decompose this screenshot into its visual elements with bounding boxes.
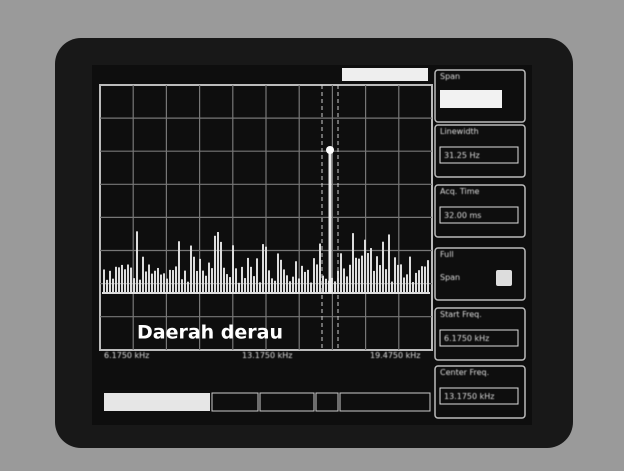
- panel-label: Span: [440, 72, 460, 81]
- panel-value: 32.00 ms: [444, 211, 481, 220]
- panel-frame: [434, 184, 526, 238]
- panel-label: Linewidth: [440, 127, 479, 136]
- axis-label: 19.4750 kHz: [370, 351, 420, 360]
- panel-label: Center Freq.: [440, 368, 489, 377]
- panel-frame: [434, 365, 526, 419]
- softkey: [339, 392, 431, 412]
- marker-dot: [326, 146, 334, 154]
- panel-value: 13.1750 kHz: [444, 392, 494, 401]
- panel-frame: [434, 124, 526, 178]
- softkey: [104, 393, 210, 411]
- softkey: [259, 392, 315, 412]
- panel-value: 6.1750 kHz: [444, 334, 489, 343]
- panel-button: [496, 270, 512, 286]
- grid: [100, 85, 432, 350]
- panel-value: Span: [440, 273, 460, 282]
- softkey: [211, 392, 259, 412]
- panel-label: Acq. Time: [440, 187, 480, 196]
- panel-label: Full: [440, 250, 454, 259]
- panel-value-box: [440, 90, 502, 108]
- panel-value-box: [439, 387, 519, 405]
- panel-value: 31.25 Hz: [444, 151, 480, 160]
- panel-frame: [434, 247, 526, 301]
- annotation: Daerah derau: [137, 322, 283, 344]
- softkey: [315, 392, 339, 412]
- panel-label: Start Freq.: [440, 310, 482, 319]
- axis-label: 13.1750 kHz: [242, 351, 292, 360]
- side-panel: Span Linewidth 31.25 Hz Acq. Time 32.00 ms Fu…: [434, 69, 526, 419]
- panel-frame: [434, 69, 526, 123]
- axis-label: 6.1750 kHz: [104, 351, 149, 360]
- status-box: [342, 68, 428, 81]
- panel-frame: [434, 307, 526, 361]
- panel-value-box: [439, 206, 519, 224]
- panel-value-box: [439, 329, 519, 347]
- panel-value-box: [439, 146, 519, 164]
